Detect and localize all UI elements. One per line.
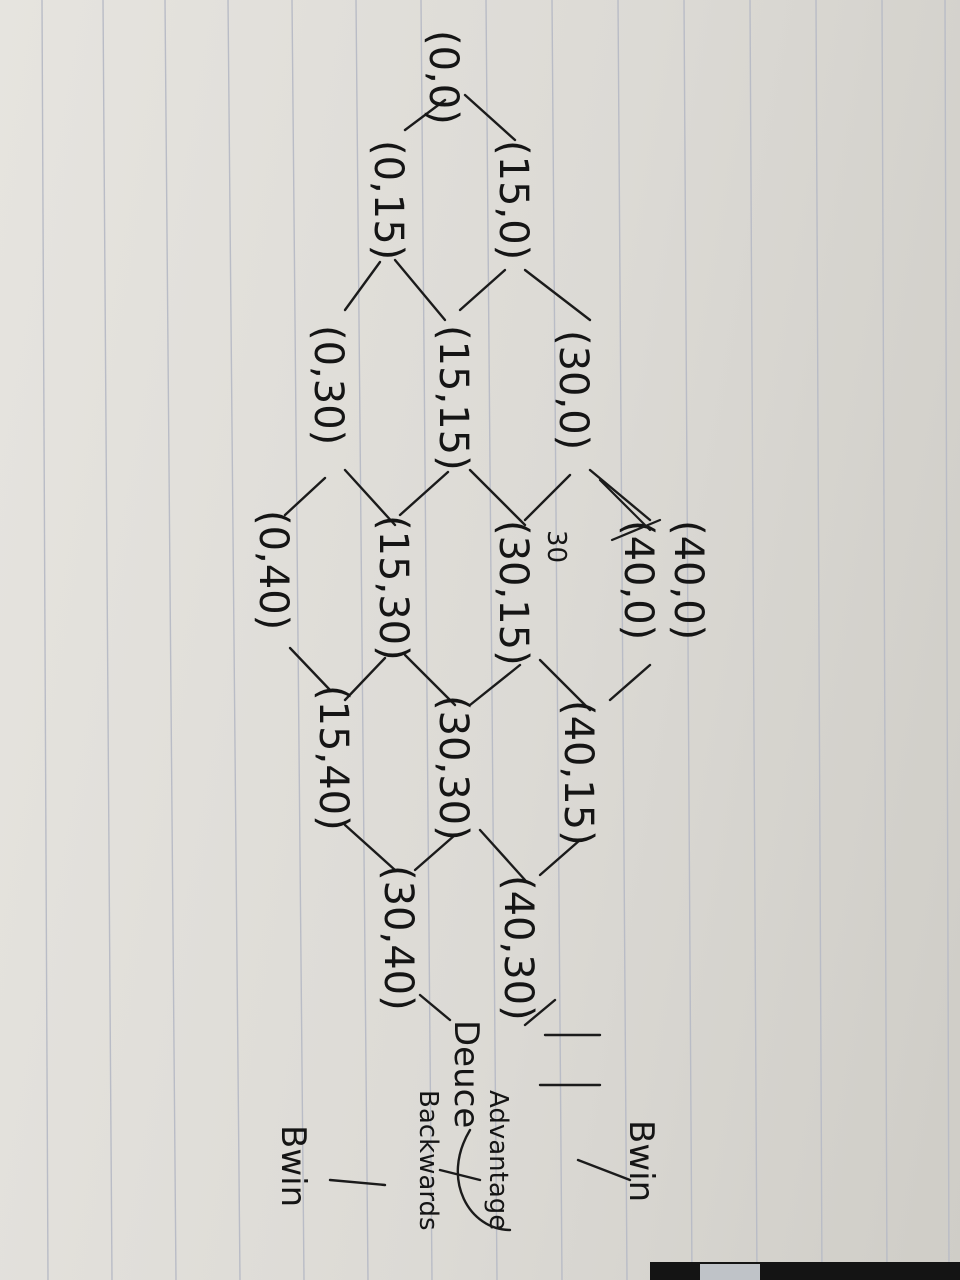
edge: [523, 473, 572, 522]
node-40-0-struck: (40,0): [615, 520, 661, 640]
node-30-40: (30,40): [375, 865, 421, 1011]
edge: [463, 93, 517, 142]
node-30-30: (30,30): [430, 695, 476, 841]
node-15-15: (15,15): [430, 325, 476, 471]
ruled-lines: [41, 0, 950, 1280]
edge: [576, 1158, 632, 1182]
deuce-label: Deuce: [446, 1020, 486, 1128]
node-40-30: (40,30): [495, 875, 541, 1021]
backwards-label: Backwards: [413, 1090, 443, 1231]
node-40-0: (40,0): [665, 520, 711, 640]
node-0-0: (0,0): [420, 30, 466, 125]
node-40-15: (40,15): [555, 700, 601, 846]
edge: [608, 663, 652, 702]
node-15-30: (15,30): [370, 515, 416, 661]
node-30-0: (30,0): [550, 330, 596, 450]
edge: [403, 653, 457, 707]
edge: [283, 476, 327, 517]
edge: [343, 823, 397, 872]
edge: [343, 260, 382, 312]
table-edge: [650, 1262, 960, 1280]
edge: [403, 98, 447, 132]
tree-edges: [283, 93, 652, 1187]
tree-nodes: (0,0) (15,0) (0,15) (30,0) (15,15) (0,30…: [250, 30, 711, 1021]
advantage-label: Advantage: [483, 1090, 513, 1230]
node-15-40: (15,40): [310, 685, 356, 831]
backwards-loop-arrow: [456, 1128, 512, 1232]
edge: [393, 258, 447, 322]
edge: [343, 468, 397, 527]
edge: [328, 1178, 387, 1187]
edge: [468, 468, 527, 527]
edge: [398, 470, 450, 517]
thirty-correction-note: 30: [541, 530, 571, 563]
edge: [538, 658, 592, 712]
win-bottom-label: Bwin: [273, 1125, 313, 1207]
edge: [288, 646, 332, 692]
edge: [478, 828, 527, 882]
edge: [413, 833, 457, 872]
node-0-15: (0,15): [365, 140, 411, 260]
win-top-label: Bwin: [621, 1120, 661, 1202]
strike-line: [598, 478, 652, 532]
edge: [343, 656, 387, 702]
edge: [523, 268, 592, 322]
edge: [588, 468, 652, 522]
edge: [468, 663, 522, 707]
edge: [438, 1168, 482, 1182]
strike-line: [610, 518, 662, 542]
node-0-40: (0,40): [250, 510, 296, 630]
node-30-15: (30,15): [490, 520, 536, 666]
edge: [538, 838, 582, 877]
node-15-0: (15,0): [490, 140, 536, 260]
edge: [523, 998, 557, 1027]
table-edge-light: [700, 1264, 760, 1280]
edge: [418, 993, 452, 1022]
node-0-30: (0,30): [305, 325, 351, 445]
annotations: Deuce Advantage Backwards Bwin Bwin: [273, 1020, 661, 1232]
edge: [458, 268, 507, 312]
